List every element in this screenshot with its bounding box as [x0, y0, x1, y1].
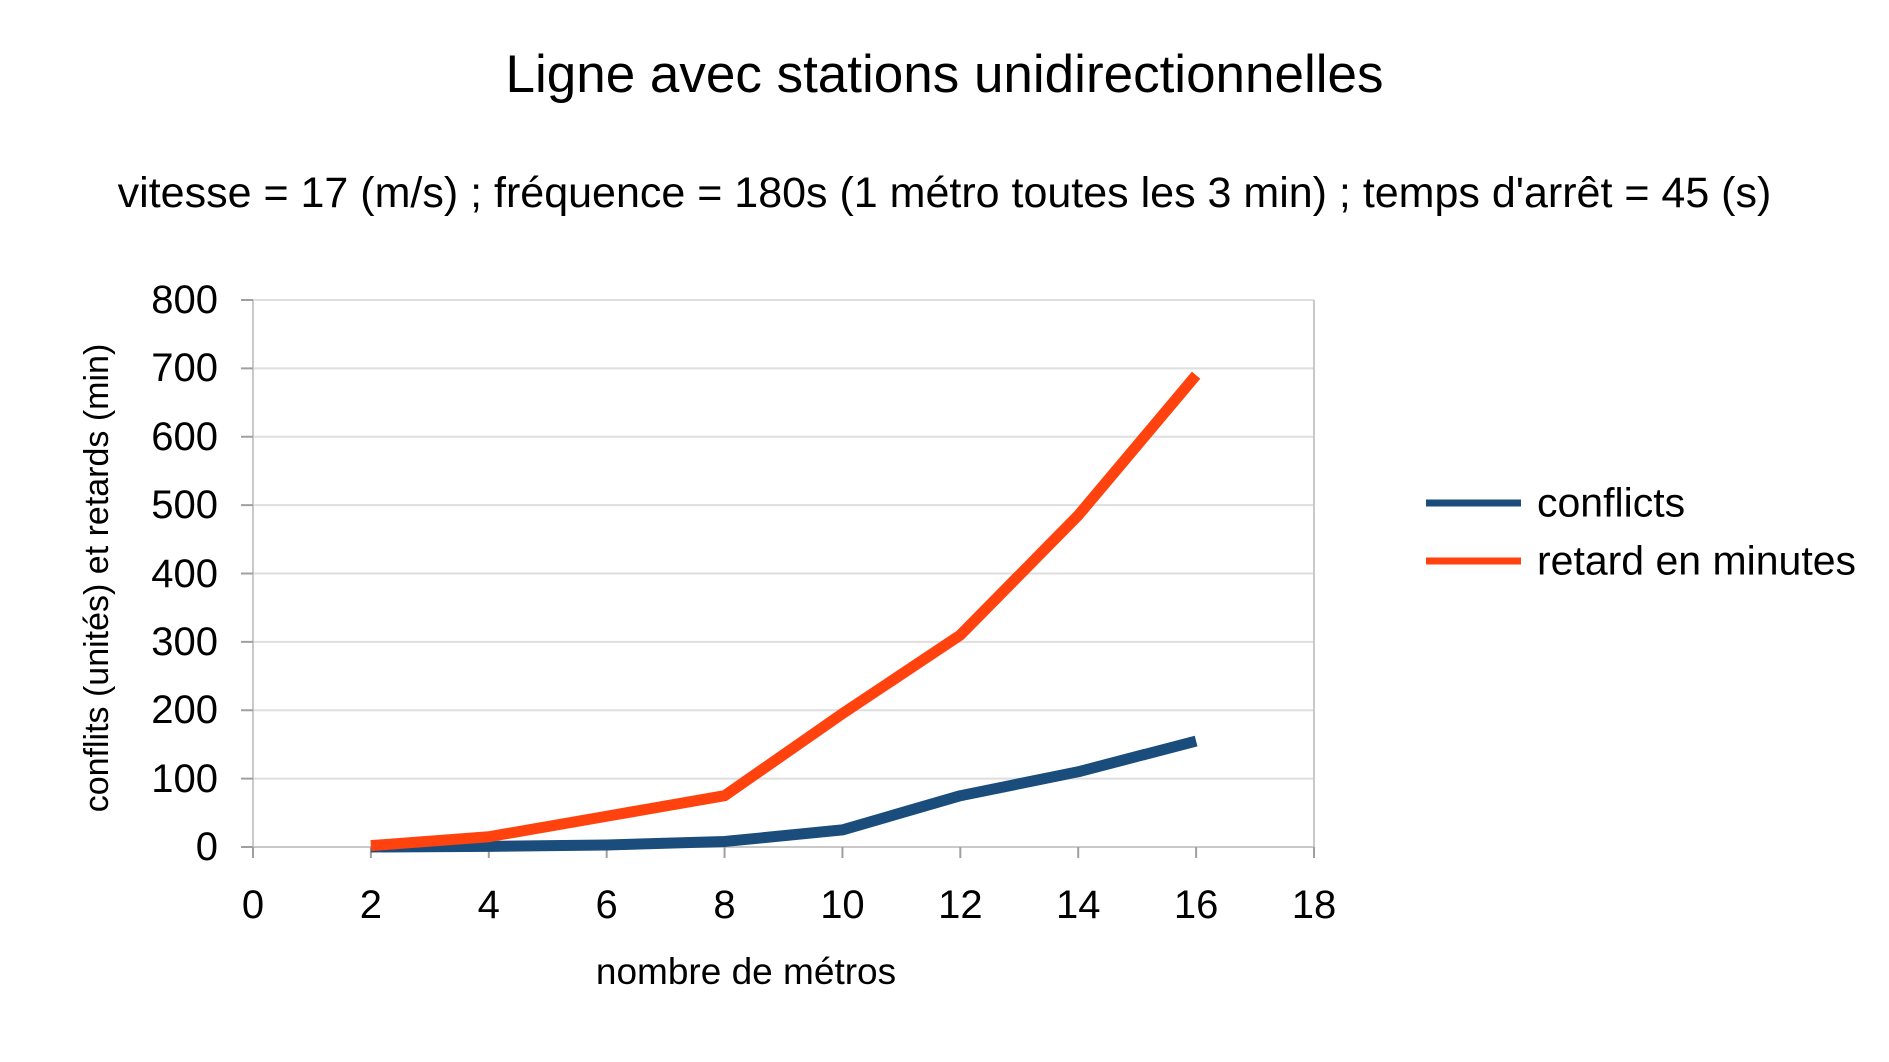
y-tick-label-800: 800	[151, 278, 218, 322]
x-axis-title: nombre de métros	[595, 951, 897, 992]
y-tick-label-700: 700	[151, 346, 218, 391]
legend-label-retard: retard en minutes	[1537, 537, 1857, 584]
y-tick-label-300: 300	[151, 619, 218, 664]
x-tick-label-18: 18	[1291, 883, 1337, 927]
x-tick-label-6: 6	[595, 883, 618, 927]
series-line-1	[370, 371, 1201, 852]
x-tick-label-14: 14	[1055, 883, 1101, 927]
x-tick-label-2: 2	[359, 883, 382, 927]
legend-line-conflicts	[1426, 499, 1521, 507]
series-line-0	[370, 735, 1198, 853]
y-tick-label-0: 0	[195, 825, 218, 869]
y-axis-title: conflits (unités) et retards (min)	[78, 343, 116, 813]
y-tick-label-600: 600	[151, 414, 218, 459]
x-tick-label-8: 8	[713, 883, 736, 927]
legend-label-conflicts: conflicts	[1537, 479, 1686, 526]
chart-title: Ligne avec stations unidirectionnelles	[505, 45, 1384, 104]
chart-subtitle: vitesse = 17 (m/s) ; fréquence = 180s (1…	[117, 169, 1772, 217]
x-tick-label-4: 4	[477, 883, 500, 927]
y-tick-label-400: 400	[151, 551, 218, 596]
y-tick-label-200: 200	[151, 688, 218, 733]
y-tick-label-500: 500	[151, 483, 218, 528]
legend-item-conflicts: conflicts	[1426, 479, 1686, 526]
legend-line-retard	[1426, 557, 1521, 565]
x-tick-label-16: 16	[1173, 883, 1219, 927]
legend-item-retard: retard en minutes	[1426, 537, 1857, 584]
x-tick-label-10: 10	[820, 883, 865, 927]
x-tick-label-12: 12	[938, 883, 983, 927]
x-tick-label-0: 0	[241, 883, 265, 927]
y-tick-label-100: 100	[151, 756, 218, 801]
